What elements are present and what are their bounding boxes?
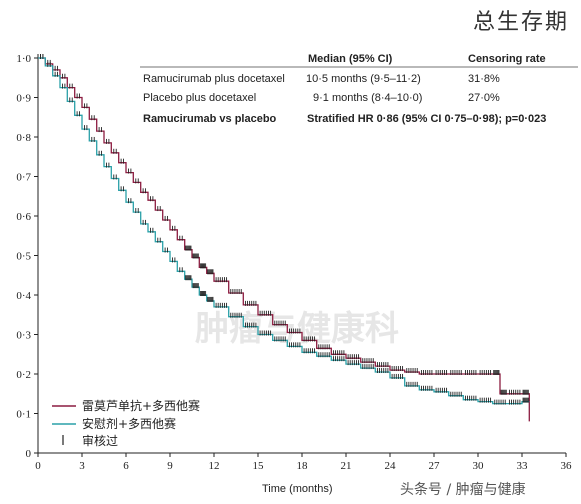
x-tick-label: 21 (341, 460, 352, 472)
x-tick-label: 15 (253, 460, 265, 472)
x-axis-title: Time (months) (262, 483, 333, 495)
legend-label-placebo: 安慰剂+多西他赛 (82, 416, 176, 431)
table-header-median: Median (95% CI) (308, 53, 393, 65)
x-tick-label: 24 (385, 460, 397, 472)
table-row-label: Placebo plus docetaxel (143, 92, 256, 104)
x-tick-label: 9 (167, 460, 173, 472)
y-tick-label: 0·5 (16, 251, 31, 263)
series-line-ramucirumab (38, 57, 530, 422)
table-row-median: 10·5 months (9·5–11·2) (306, 73, 421, 85)
x-tick-label: 36 (561, 460, 573, 472)
legend: 雷莫芦单抗+多西他赛 安慰剂+多西他赛 审核过 (52, 398, 200, 448)
legend-label-censored: 审核过 (82, 433, 118, 448)
y-tick-label: 0·8 (16, 132, 31, 144)
stats-table: Median (95% CI) Censoring rate Ramucirum… (140, 53, 578, 125)
y-tick-label: 0·2 (16, 369, 31, 381)
comparison-value: Stratified HR 0·86 (95% CI 0·75–0·98); p… (307, 113, 546, 125)
y-tick-label: 0·6 (16, 211, 31, 223)
bottom-right-watermark: 头条号 / 肿瘤与健康 (400, 481, 526, 498)
x-tick-label: 3 (79, 460, 85, 472)
tick-group: 0 3 6 9 12 15 18 21 24 27 30 33 3600·10·20·30·40·50·… (16, 53, 572, 472)
page-title: 总生存期 (472, 10, 569, 35)
y-tick-label: 0·7 (16, 172, 31, 184)
table-row-label: Ramucirumab plus docetaxel (143, 73, 285, 85)
y-tick-label: 0·4 (16, 290, 31, 302)
x-tick-label: 30 (473, 460, 485, 472)
x-tick-label: 27 (429, 460, 441, 472)
x-tick-label: 0 (35, 460, 41, 472)
comparison-label: Ramucirumab vs placebo (143, 113, 277, 125)
x-tick-label: 12 (209, 460, 220, 472)
x-tick-label: 6 (123, 460, 129, 472)
y-tick-label: 0·3 (16, 330, 31, 342)
y-tick-label: 1·0 (16, 53, 31, 65)
x-tick-label: 18 (297, 460, 309, 472)
x-tick-label: 33 (517, 460, 529, 472)
legend-label-ramucirumab: 雷莫芦单抗+多西他赛 (82, 398, 200, 413)
table-row-censoring: 31·8% (468, 73, 500, 85)
y-tick-label: 0 (26, 448, 32, 460)
y-tick-label: 0·9 (16, 93, 31, 105)
table-header-censoring: Censoring rate (468, 53, 546, 65)
series-line-placebo (38, 57, 530, 405)
center-watermark: 肿瘤与健康科 (195, 309, 399, 349)
table-row-median: 9·1 months (8·4–10·0) (313, 92, 422, 104)
series-group (38, 54, 530, 422)
y-tick-label: 0·1 (16, 409, 31, 421)
table-row-censoring: 27·0% (468, 92, 500, 104)
